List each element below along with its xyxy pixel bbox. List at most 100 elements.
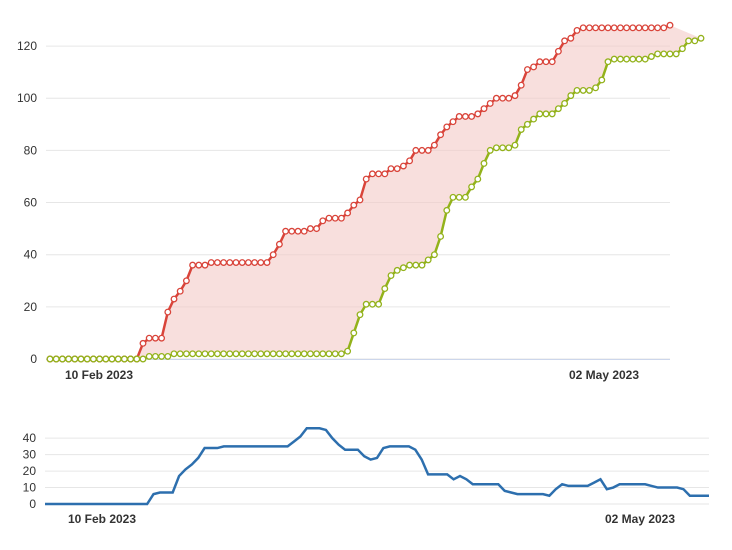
completed-point bbox=[133, 355, 141, 363]
completed-point bbox=[399, 264, 407, 272]
completed-point bbox=[89, 355, 97, 363]
scope-point bbox=[251, 259, 259, 266]
scope-point bbox=[641, 24, 649, 32]
scope-point bbox=[282, 227, 290, 235]
scope-point bbox=[151, 334, 159, 342]
scope-point bbox=[244, 259, 252, 266]
scope-point bbox=[412, 146, 420, 154]
scope-point bbox=[300, 227, 308, 235]
main-y-axis: 0 20 40 60 80 100 120 bbox=[17, 39, 37, 366]
scope-point bbox=[195, 261, 203, 269]
scope-point bbox=[257, 259, 265, 266]
navigator-grid bbox=[45, 437, 709, 505]
scope-point bbox=[406, 157, 414, 165]
completed-point bbox=[697, 34, 705, 42]
completed-point bbox=[58, 355, 66, 363]
main-x-tick-label: 02 May 2023 bbox=[569, 368, 639, 382]
completed-point bbox=[660, 50, 668, 58]
completed-point bbox=[288, 350, 296, 358]
scope-point bbox=[139, 339, 147, 347]
completed-point bbox=[523, 120, 531, 128]
main-y-tick-label: 100 bbox=[17, 91, 37, 105]
completed-point bbox=[629, 55, 637, 63]
scope-point bbox=[294, 227, 302, 235]
completed-point bbox=[306, 350, 314, 358]
completed-point bbox=[561, 99, 569, 107]
completed-point bbox=[164, 352, 172, 360]
scope-point bbox=[474, 110, 482, 118]
scope-point bbox=[170, 295, 178, 303]
completed-point bbox=[530, 115, 538, 123]
completed-point bbox=[251, 350, 259, 358]
scope-point bbox=[331, 214, 339, 222]
completed-point bbox=[195, 350, 203, 358]
completed-point bbox=[623, 55, 631, 63]
navigator-y-tick-label: 0 bbox=[29, 497, 36, 511]
scope-point bbox=[375, 170, 383, 178]
scope-point bbox=[468, 113, 476, 120]
scope-point bbox=[158, 334, 166, 342]
completed-point bbox=[548, 110, 556, 118]
main-x-tick-label: 10 Feb 2023 bbox=[65, 368, 133, 382]
completed-point bbox=[592, 84, 600, 92]
scope-point bbox=[189, 261, 197, 269]
completed-point bbox=[313, 350, 321, 358]
completed-point bbox=[331, 350, 339, 358]
completed-markers bbox=[46, 34, 705, 363]
completed-point bbox=[554, 105, 562, 113]
scope-point bbox=[660, 24, 668, 32]
completed-point bbox=[542, 110, 550, 118]
completed-point bbox=[672, 50, 680, 58]
scope-point bbox=[542, 58, 550, 66]
scope-point bbox=[461, 113, 469, 120]
completed-point bbox=[517, 126, 525, 133]
scope-point bbox=[430, 141, 438, 149]
navigator-y-tick-label: 20 bbox=[23, 464, 37, 478]
scope-point bbox=[554, 47, 562, 55]
scope-point bbox=[201, 261, 209, 269]
completed-point bbox=[182, 350, 190, 358]
completed-point bbox=[344, 347, 352, 355]
completed-point bbox=[71, 355, 79, 363]
scope-point bbox=[368, 170, 376, 178]
scope-point bbox=[449, 118, 457, 126]
scope-point bbox=[288, 227, 296, 235]
completed-point bbox=[480, 159, 488, 167]
scope-point bbox=[561, 37, 569, 45]
scope-point bbox=[325, 214, 333, 222]
completed-point bbox=[201, 350, 209, 358]
completed-point bbox=[375, 300, 383, 308]
completed-point bbox=[381, 285, 389, 293]
navigator-x-tick-label: 02 May 2023 bbox=[605, 512, 675, 526]
scope-point bbox=[511, 92, 519, 100]
scope-point bbox=[486, 99, 494, 107]
navigator-chart: 0 10 20 30 40 10 Feb 2023 02 May 2023 bbox=[23, 427, 709, 526]
scope-point bbox=[424, 146, 432, 154]
scope-point bbox=[337, 214, 345, 222]
completed-point bbox=[424, 256, 432, 264]
main-chart: 0 20 40 60 80 100 120 10 Feb 2023 02 May 2023 bbox=[17, 21, 705, 382]
completed-point bbox=[337, 350, 345, 358]
scope-point bbox=[238, 259, 246, 266]
completed-point bbox=[486, 146, 494, 154]
scope-point bbox=[263, 259, 271, 266]
completed-point bbox=[567, 92, 575, 100]
completed-point bbox=[641, 55, 649, 63]
scope-point bbox=[499, 94, 507, 102]
scope-point bbox=[387, 165, 395, 173]
completed-point bbox=[96, 355, 104, 363]
completed-point bbox=[65, 355, 73, 363]
scope-point bbox=[220, 259, 228, 266]
scope-point bbox=[629, 24, 637, 32]
scope-point bbox=[616, 24, 624, 32]
completed-point bbox=[244, 350, 252, 358]
completed-point bbox=[610, 55, 618, 63]
scope-point bbox=[344, 209, 352, 217]
completed-point bbox=[158, 352, 166, 360]
completed-point bbox=[536, 110, 544, 118]
scope-point bbox=[647, 24, 655, 32]
completed-point bbox=[108, 355, 116, 363]
completed-point bbox=[356, 311, 364, 319]
completed-point bbox=[114, 355, 122, 363]
